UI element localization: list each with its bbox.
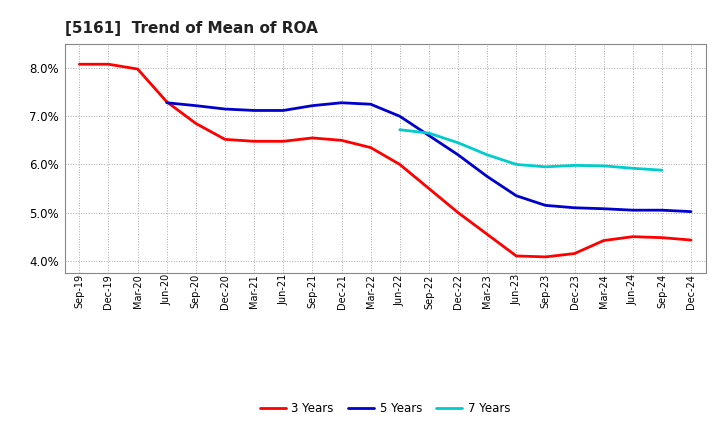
Legend: 3 Years, 5 Years, 7 Years: 3 Years, 5 Years, 7 Years: [255, 398, 516, 420]
Text: [5161]  Trend of Mean of ROA: [5161] Trend of Mean of ROA: [65, 21, 318, 36]
3 Years: [454, 210, 462, 215]
3 Years: [104, 62, 113, 67]
5 Years: [541, 203, 550, 208]
5 Years: [220, 106, 229, 112]
3 Years: [308, 135, 317, 140]
5 Years: [483, 174, 492, 179]
3 Years: [395, 162, 404, 167]
5 Years: [657, 208, 666, 213]
5 Years: [279, 108, 287, 113]
3 Years: [657, 235, 666, 240]
3 Years: [483, 231, 492, 237]
5 Years: [192, 103, 200, 108]
5 Years: [337, 100, 346, 106]
3 Years: [163, 99, 171, 104]
7 Years: [599, 163, 608, 169]
5 Years: [366, 102, 375, 107]
Line: 7 Years: 7 Years: [400, 130, 662, 170]
5 Years: [629, 208, 637, 213]
3 Years: [337, 138, 346, 143]
3 Years: [599, 238, 608, 243]
5 Years: [570, 205, 579, 210]
5 Years: [395, 114, 404, 119]
Line: 5 Years: 5 Years: [167, 103, 691, 212]
3 Years: [220, 137, 229, 142]
5 Years: [250, 108, 258, 113]
5 Years: [425, 133, 433, 138]
3 Years: [687, 238, 696, 243]
3 Years: [541, 254, 550, 260]
5 Years: [308, 103, 317, 108]
3 Years: [570, 251, 579, 256]
3 Years: [250, 139, 258, 144]
7 Years: [629, 165, 637, 171]
7 Years: [570, 163, 579, 168]
5 Years: [454, 152, 462, 158]
3 Years: [425, 186, 433, 191]
3 Years: [629, 234, 637, 239]
7 Years: [425, 131, 433, 136]
3 Years: [366, 145, 375, 150]
3 Years: [75, 62, 84, 67]
5 Years: [599, 206, 608, 211]
5 Years: [512, 193, 521, 198]
7 Years: [454, 140, 462, 145]
3 Years: [192, 121, 200, 126]
7 Years: [395, 127, 404, 132]
7 Years: [657, 168, 666, 173]
5 Years: [163, 100, 171, 106]
3 Years: [512, 253, 521, 259]
3 Years: [279, 139, 287, 144]
Line: 3 Years: 3 Years: [79, 64, 691, 257]
7 Years: [512, 162, 521, 167]
7 Years: [483, 152, 492, 158]
5 Years: [687, 209, 696, 214]
3 Years: [133, 66, 142, 72]
7 Years: [541, 164, 550, 169]
